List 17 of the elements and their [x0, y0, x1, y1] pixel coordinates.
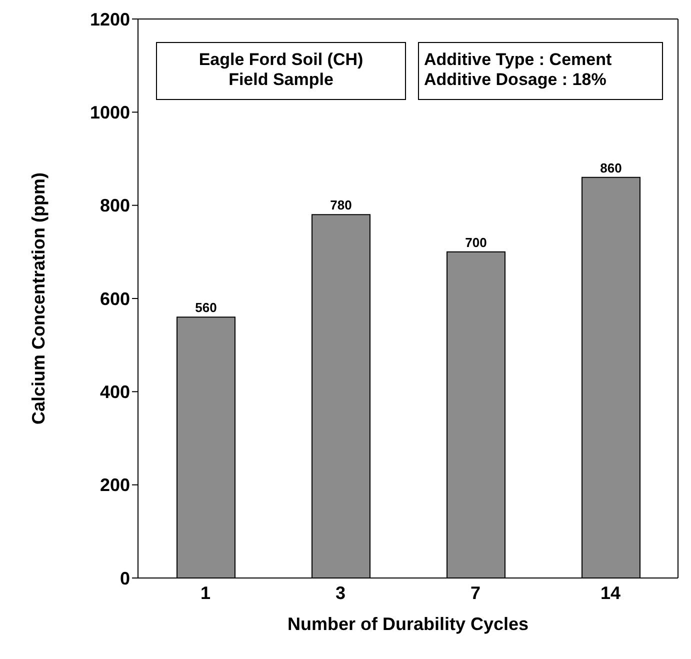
y-tick-label: 200	[100, 475, 130, 496]
x-tick-label: 14	[600, 582, 621, 603]
data-label: 860	[600, 160, 622, 176]
x-tick-label: 7	[470, 582, 481, 603]
x-tick-label: 3	[335, 582, 346, 603]
y-tick-label: 1000	[90, 102, 130, 123]
y-tick-label: 0	[120, 568, 130, 588]
data-label: 560	[195, 300, 217, 316]
x-axis-title: Number of Durability Cycles	[287, 614, 529, 634]
x-tick-label: 1	[200, 582, 211, 603]
y-tick-label: 400	[100, 382, 130, 402]
y-tick-label: 800	[100, 196, 130, 216]
y-axis-title: Calcium Concentration (ppm)	[28, 172, 48, 425]
data-label: 780	[330, 198, 352, 213]
y-tick-label: 1200	[90, 9, 130, 30]
data-label: 700	[465, 234, 487, 250]
y-tick-label: 600	[100, 288, 130, 309]
